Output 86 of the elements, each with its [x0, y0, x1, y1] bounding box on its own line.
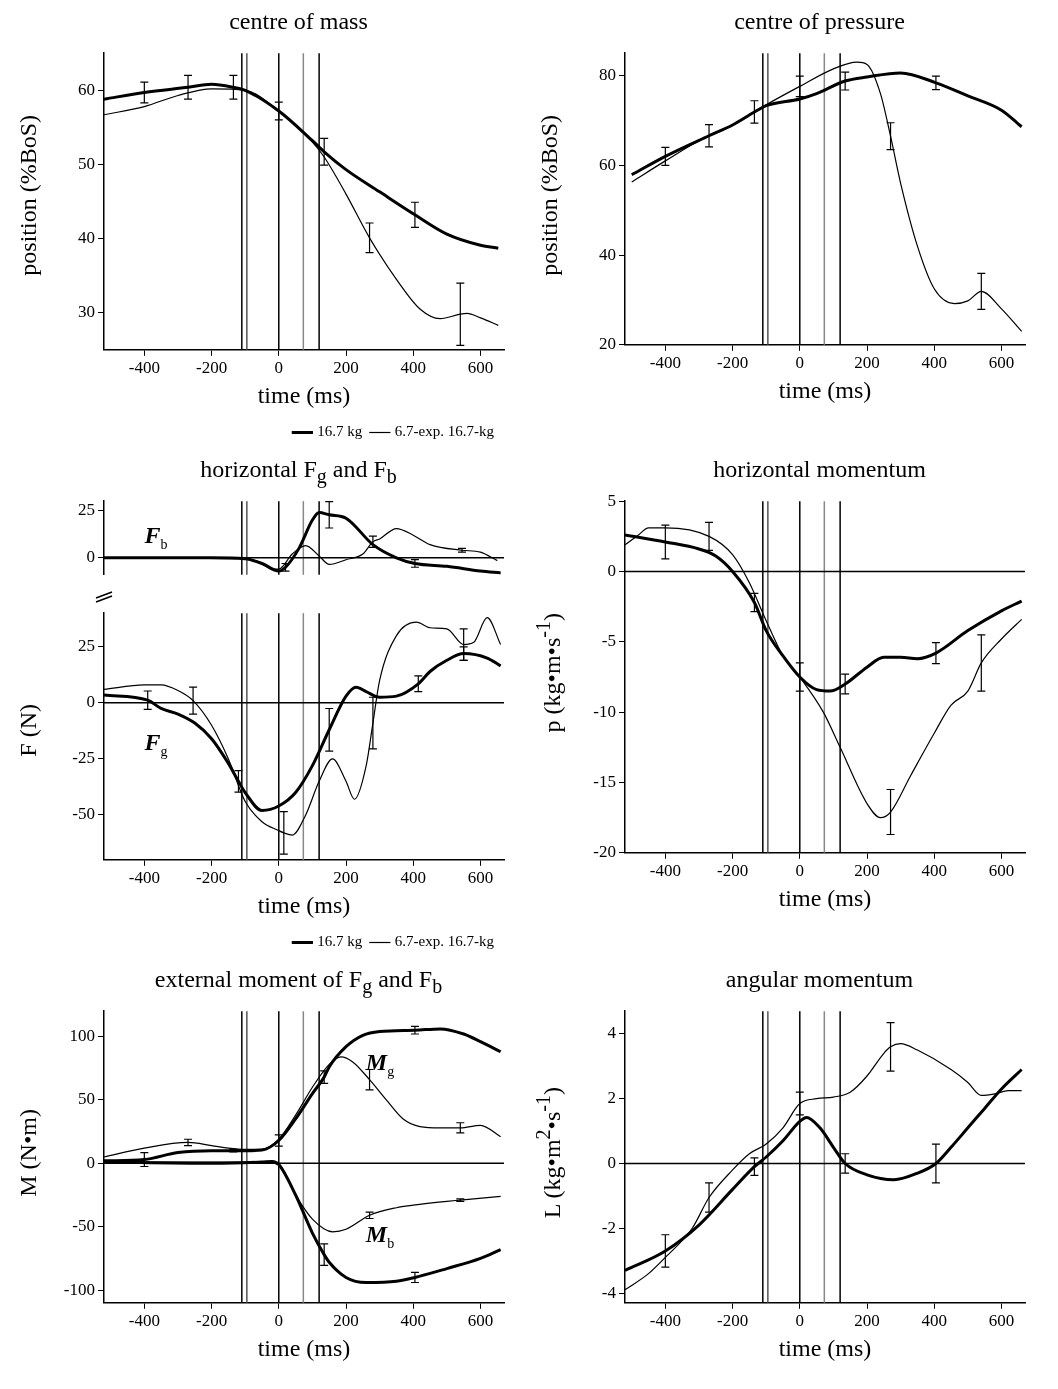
x-tick-label: 400	[921, 1311, 947, 1331]
x-tick-label: 400	[921, 353, 947, 373]
y-tick-label: 5	[607, 490, 616, 510]
x-tick-label: -200	[716, 353, 749, 373]
legend-label: 16.7 kg	[317, 933, 363, 950]
x-tick-label: 600	[988, 1311, 1015, 1331]
legend-label: 6.7-exp. 16.7-kg	[394, 933, 495, 950]
y-tick-label: 20	[599, 334, 616, 354]
x-axis-title: time (ms)	[257, 381, 351, 408]
y-tick-label: -10	[593, 701, 616, 721]
x-tick-label: 600	[988, 861, 1015, 881]
y-tick-label: 2	[607, 1088, 616, 1108]
chart-title: horizontal momentum	[712, 456, 927, 484]
y-tick-label: 60	[599, 154, 616, 174]
y-tick-label: 40	[78, 228, 95, 248]
x-axis-title: time (ms)	[257, 891, 351, 918]
y-tick-label: 100	[69, 1026, 95, 1046]
y-tick-label: -25	[72, 748, 95, 768]
y-tick-label: -50	[72, 804, 95, 824]
y-tick-label: 60	[78, 79, 95, 99]
y-tick-label: -15	[593, 771, 616, 791]
y-tick-label: -100	[63, 1279, 95, 1299]
x-tick-label: 600	[467, 868, 494, 888]
x-tick-label: 200	[854, 861, 880, 881]
x-tick-label: 200	[333, 1311, 359, 1331]
y-axis-title: position (%BoS)	[535, 114, 563, 276]
x-axis-title: time (ms)	[257, 1334, 351, 1361]
chart-title: centre of mass	[228, 8, 369, 36]
chart-title: centre of pressure	[733, 8, 906, 36]
x-tick-label: 400	[400, 358, 426, 378]
x-tick-label: 0	[274, 868, 284, 888]
y-tick-label: 40	[599, 244, 616, 264]
x-axis-title: time (ms)	[778, 1334, 872, 1361]
x-tick-label: 0	[274, 1311, 284, 1331]
x-tick-label: -400	[649, 1311, 681, 1331]
y-tick-label: 25	[78, 500, 95, 520]
x-tick-label: -400	[128, 1311, 160, 1331]
y-tick-label: -20	[593, 842, 616, 862]
x-tick-label: -400	[128, 358, 160, 378]
y-tick-label: -50	[72, 1216, 95, 1236]
x-tick-label: 200	[854, 1311, 880, 1331]
y-tick-label: 0	[86, 1152, 95, 1172]
x-tick-label: 0	[795, 353, 805, 373]
y-tick-label: 25	[78, 636, 95, 656]
x-tick-label: 0	[795, 861, 805, 881]
y-tick-label: 4	[607, 1023, 617, 1043]
x-tick-label: 400	[921, 861, 947, 881]
x-tick-label: -400	[128, 868, 160, 888]
x-tick-label: -200	[716, 861, 749, 881]
x-tick-label: -200	[195, 1311, 228, 1331]
y-tick-label: -4	[601, 1282, 617, 1302]
y-axis-title: F (N)	[14, 703, 42, 757]
y-tick-label: 50	[78, 1089, 95, 1109]
y-axis-title: M (N•m)	[14, 1109, 42, 1197]
chart-title: external moment of F$_{g}$ and F$_{b}$	[153, 966, 444, 998]
legend-label: 6.7-exp. 16.7-kg	[394, 423, 495, 440]
y-tick-label: 50	[78, 153, 95, 173]
x-tick-label: 400	[400, 1311, 426, 1331]
x-tick-label: 200	[333, 868, 359, 888]
y-tick-label: 0	[607, 1152, 616, 1172]
y-axis-title: position (%BoS)	[14, 114, 42, 276]
y-tick-label: -5	[601, 631, 616, 651]
x-axis-title: time (ms)	[778, 884, 872, 911]
x-tick-label: -200	[716, 1311, 749, 1331]
x-tick-label: 600	[467, 1311, 494, 1331]
y-tick-label: 0	[86, 692, 95, 712]
y-tick-label: 80	[599, 65, 616, 85]
y-tick-label: -2	[601, 1217, 616, 1237]
x-tick-label: 200	[333, 358, 359, 378]
x-tick-label: 200	[854, 353, 880, 373]
legend-label: 16.7 kg	[317, 423, 363, 440]
x-tick-label: 600	[988, 353, 1015, 373]
x-axis-title: time (ms)	[778, 376, 872, 403]
x-tick-label: -200	[195, 358, 228, 378]
x-tick-label: -400	[649, 861, 681, 881]
y-tick-label: 0	[86, 547, 95, 567]
x-tick-label: 600	[467, 358, 494, 378]
x-tick-label: 0	[795, 1311, 805, 1331]
x-tick-label: -400	[649, 353, 681, 373]
y-tick-label: 30	[78, 302, 95, 322]
x-tick-label: -200	[195, 868, 228, 888]
chart-title: angular momentum	[724, 966, 915, 994]
y-tick-label: 0	[607, 560, 616, 580]
x-tick-label: 400	[400, 868, 426, 888]
chart-title: horizontal F$_{g}$ and F$_{b}$	[199, 456, 398, 488]
x-tick-label: 0	[274, 358, 284, 378]
